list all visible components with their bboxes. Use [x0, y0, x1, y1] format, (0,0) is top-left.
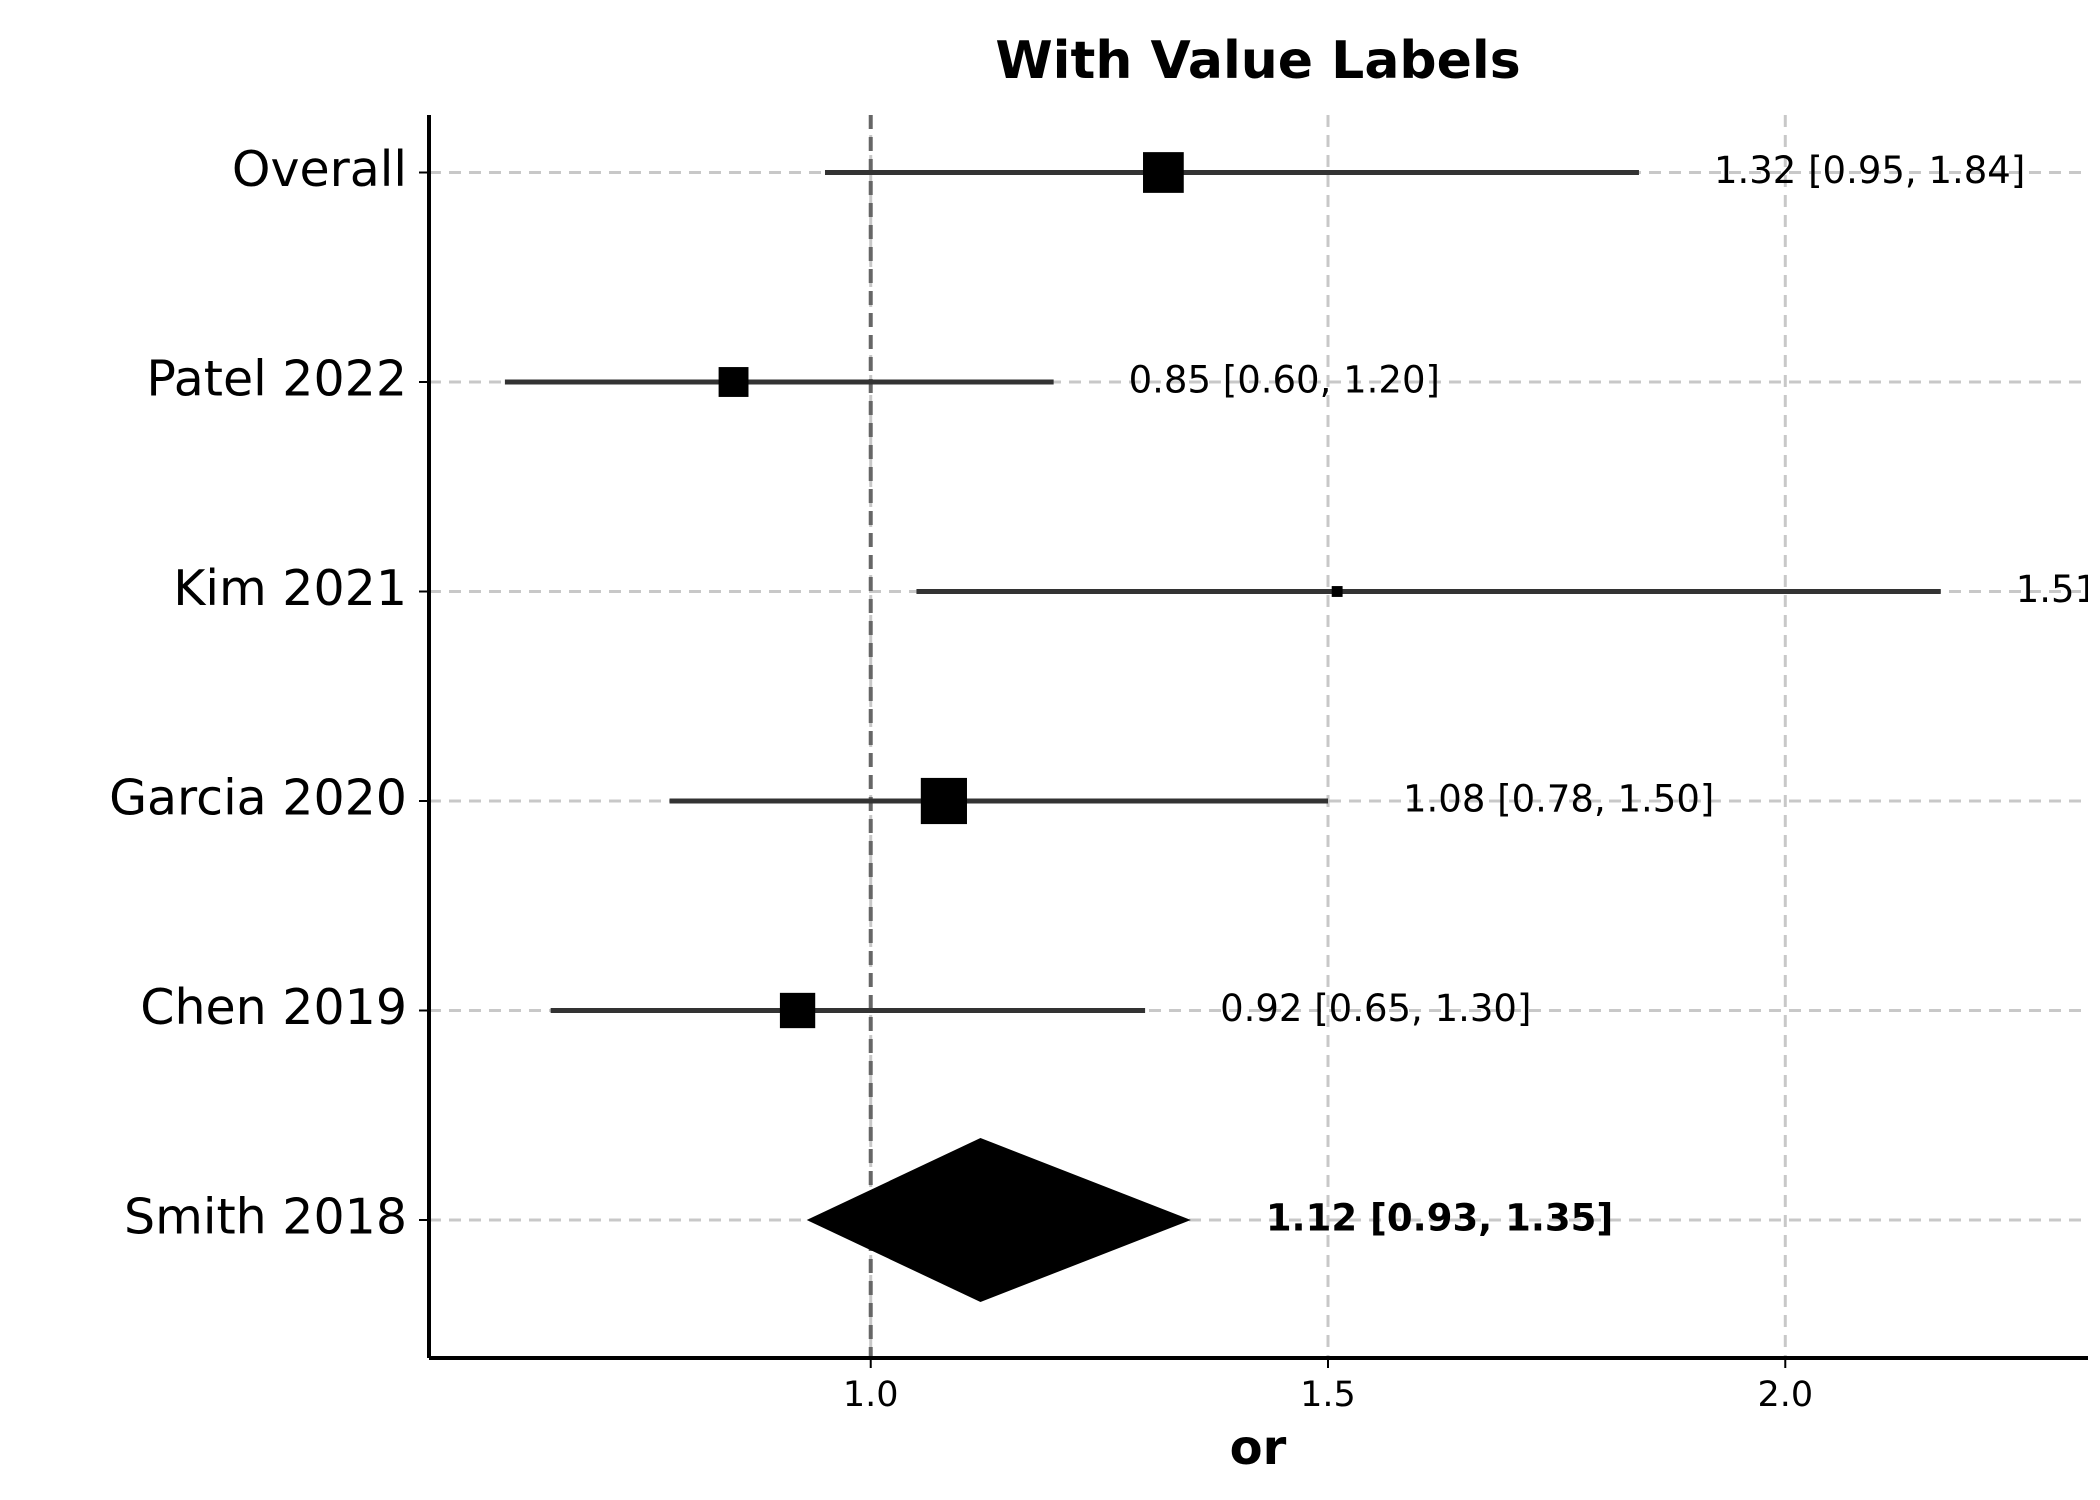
x-tick-label: 1.0	[843, 1375, 899, 1415]
point-estimate	[1331, 586, 1343, 597]
value-labels: 1.32 [0.95, 1.84] 0.85 [0.60, 1.20] 1.51 […	[1129, 149, 2100, 1240]
point-estimate	[1143, 152, 1184, 193]
y-tick-label: Patel 2022	[146, 351, 407, 408]
y-tick-label: Overall	[232, 141, 407, 198]
value-label: 1.12 [0.93, 1.35]	[1266, 1197, 1614, 1240]
y-tick-label: Smith 2018	[124, 1189, 407, 1246]
value-label: 1.08 [0.78, 1.50]	[1403, 778, 1714, 821]
x-axis-label: or	[1230, 1420, 1287, 1476]
chart-title: With Value Labels	[995, 31, 1520, 91]
point-estimate	[718, 367, 749, 397]
summary-diamond	[806, 1138, 1191, 1302]
value-label: 1.51 [1.05, 2.17]	[2016, 568, 2100, 611]
value-label: 1.32 [0.95, 1.84]	[1714, 149, 2025, 192]
value-label: 0.85 [0.60, 1.20]	[1129, 359, 1440, 402]
point-estimate	[779, 992, 816, 1029]
point-estimate	[920, 777, 967, 825]
y-tick-label: Chen 2019	[140, 979, 407, 1036]
x-tick-label: 1.5	[1300, 1375, 1356, 1415]
x-tick-label: 2.0	[1757, 1375, 1813, 1415]
y-tick-label: Kim 2021	[173, 560, 407, 617]
y-tick-label: Garcia 2020	[109, 770, 407, 827]
value-label: 0.92 [0.65, 1.30]	[1220, 987, 1531, 1030]
